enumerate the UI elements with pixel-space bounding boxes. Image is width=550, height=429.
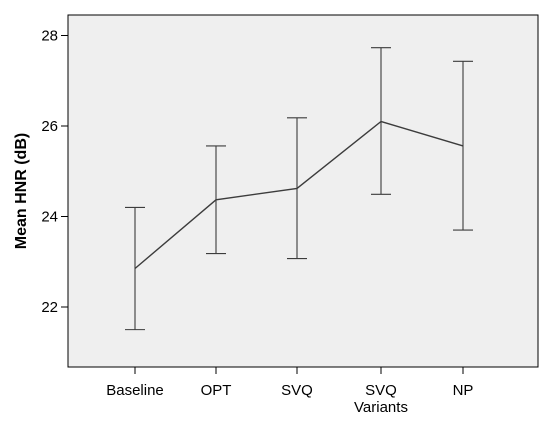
- y-tick-label: 28: [41, 28, 58, 45]
- x-tick-label: NP: [453, 382, 474, 399]
- y-axis-ticks: 22 24 26 28: [41, 28, 68, 316]
- series-line: [134, 120, 464, 270]
- x-tick-label: Variants: [354, 399, 408, 416]
- y-tick-label: 26: [41, 118, 58, 135]
- x-tick-label: OPT: [201, 382, 232, 399]
- x-tick-label: SVQ: [281, 382, 313, 399]
- plot-area: [67, 14, 539, 368]
- x-tick-label: SVQ: [365, 382, 397, 399]
- y-axis-title: Mean HNR (dB): [13, 133, 30, 249]
- x-tick-label: Baseline: [106, 382, 164, 399]
- error-bar: [125, 206, 145, 331]
- y-tick-label: 22: [41, 299, 58, 316]
- y-tick-label: 24: [41, 209, 58, 226]
